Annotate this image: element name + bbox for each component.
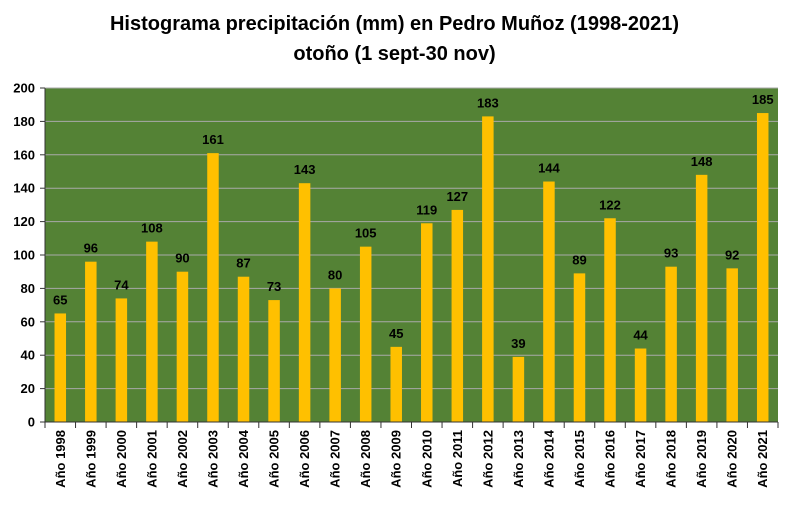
x-tick-label: Año 2006 (297, 430, 312, 488)
bar (726, 268, 738, 422)
data-label: 183 (477, 95, 499, 110)
data-label: 122 (599, 197, 621, 212)
bar (634, 348, 647, 422)
y-tick-label: 20 (21, 381, 35, 396)
bar (390, 346, 402, 422)
bar (512, 356, 525, 422)
chart-title: Histograma precipitación (mm) en Pedro M… (109, 13, 680, 35)
x-tick-label: Año 2008 (358, 430, 373, 488)
x-tick-label: Año 2019 (694, 430, 709, 488)
y-tick-label: 100 (13, 248, 35, 263)
data-label: 143 (294, 162, 316, 177)
y-axis-ticks: 0 20 40 60 80 100 120 140 160 180 200 (13, 81, 45, 430)
y-tick-label: 60 (21, 314, 35, 329)
data-label: 96 (84, 241, 98, 256)
bar (207, 153, 219, 422)
bar (695, 174, 708, 422)
y-tick-label: 40 (21, 348, 35, 363)
x-tick-label: Año 2012 (480, 430, 495, 488)
bar (359, 246, 372, 422)
x-tick-label: Año 2021 (755, 430, 770, 488)
bar (237, 276, 250, 422)
bar (665, 266, 677, 422)
x-tick-label: Año 2018 (664, 430, 679, 488)
data-label: 65 (53, 292, 67, 307)
data-label: 185 (752, 92, 774, 107)
y-tick-label: 180 (13, 114, 35, 129)
y-tick-label: 0 (28, 415, 35, 430)
x-tick-label: Año 2016 (603, 430, 618, 488)
data-label: 144 (538, 161, 560, 176)
bar (54, 313, 67, 422)
data-label: 148 (691, 154, 713, 169)
y-tick-label: 140 (13, 181, 35, 196)
x-tick-label: Año 2010 (419, 430, 434, 488)
bar (756, 113, 769, 423)
x-tick-label: Año 2015 (572, 430, 587, 488)
bar (451, 209, 464, 422)
y-tick-label: 200 (13, 81, 35, 96)
bar (573, 273, 586, 422)
bar (268, 300, 280, 422)
bar (115, 298, 128, 422)
x-tick-label: Año 2011 (450, 430, 465, 487)
data-label: 119 (416, 202, 437, 217)
chart-subtitle: otoño (1 sept-30 nov) (293, 43, 496, 65)
x-axis-ticks: Año 1998 Año 1999 Año 2000 Año 2001 Año 2002… (44, 422, 779, 488)
bar (329, 288, 341, 422)
bar (176, 271, 189, 422)
data-label: 39 (511, 336, 525, 351)
bar (146, 241, 158, 422)
x-tick-label: Año 2020 (725, 430, 740, 488)
bar (421, 223, 433, 422)
x-tick-label: Año 2001 (144, 430, 159, 488)
gridlines (45, 87, 778, 423)
data-label: 74 (114, 277, 129, 292)
data-label: 90 (175, 251, 189, 266)
data-label: 45 (389, 326, 403, 341)
x-tick-label: Año 2003 (205, 430, 220, 488)
y-tick-label: 80 (21, 281, 35, 296)
data-labels: 65 96 74 108 90 161 87 73 143 80 105 45 119 127 183 39 1… (53, 92, 774, 351)
x-tick-label: Año 2002 (175, 430, 190, 488)
x-tick-label: Año 2007 (328, 430, 343, 488)
x-tick-label: Año 2017 (633, 430, 648, 488)
data-label: 161 (202, 132, 224, 147)
bar (85, 261, 97, 422)
x-tick-label: Año 2009 (389, 430, 404, 488)
x-tick-label: Año 2000 (114, 430, 129, 488)
data-label: 105 (355, 226, 377, 241)
data-label: 93 (664, 246, 678, 261)
bar (543, 181, 555, 422)
x-tick-label: Año 1998 (53, 430, 68, 488)
x-tick-label: Año 2004 (236, 429, 251, 488)
bar (482, 116, 494, 422)
x-tick-label: Año 1999 (83, 430, 98, 488)
x-tick-label: Año 2013 (511, 430, 526, 488)
data-label: 80 (328, 267, 342, 282)
data-label: 73 (267, 279, 281, 294)
bar (298, 183, 311, 422)
data-label: 108 (141, 221, 163, 236)
x-tick-label: Año 2014 (541, 429, 556, 488)
data-label: 92 (725, 247, 739, 262)
x-tick-label: Año 2005 (267, 430, 282, 488)
data-label: 44 (633, 328, 648, 343)
bars (54, 113, 769, 423)
y-tick-label: 120 (13, 214, 35, 229)
y-tick-label: 160 (13, 147, 35, 162)
bar (604, 218, 616, 422)
data-label: 127 (446, 189, 468, 204)
data-label: 89 (572, 252, 586, 267)
data-label: 87 (236, 256, 250, 271)
